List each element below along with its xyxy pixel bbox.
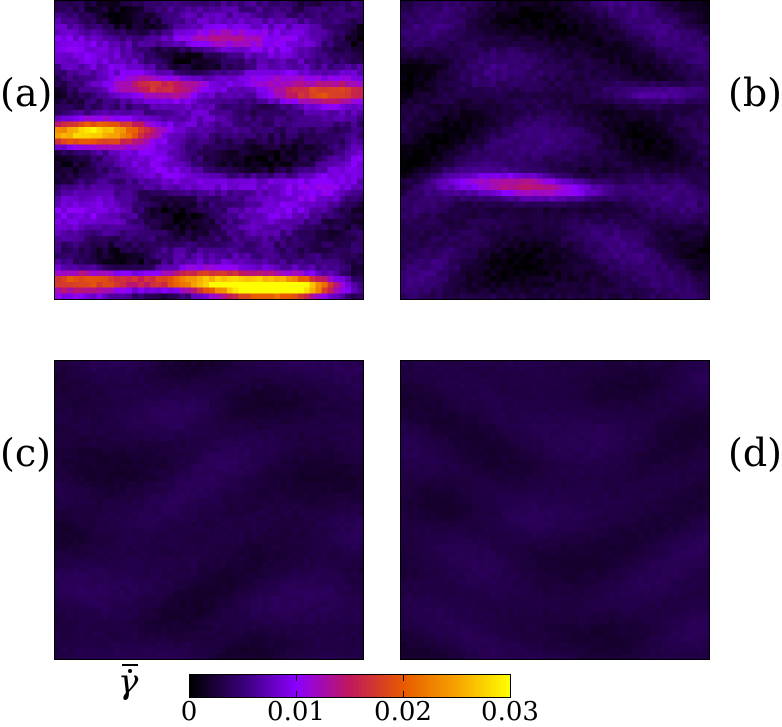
colorbar-tick-label: 0.03	[481, 697, 539, 727]
colorbar-tick	[296, 674, 297, 681]
colorbar-tick-label: 0.01	[267, 697, 325, 727]
heatmap-panel-b	[400, 0, 710, 300]
colorbar-tick	[296, 691, 297, 698]
heatmap-panel-c	[54, 360, 364, 660]
colorbar-tick-label: 0	[180, 697, 198, 727]
panel-label-a: (a)	[0, 71, 53, 115]
panel-label-d: (d)	[728, 431, 782, 475]
panel-label-c: (c)	[0, 431, 51, 475]
colorbar-tick	[403, 674, 404, 681]
heatmap-panel-a	[54, 0, 364, 300]
colorbar	[189, 674, 511, 698]
colorbar-tick	[403, 691, 404, 698]
colorbar-tick-label: 0.02	[374, 697, 432, 727]
panel-label-b: (b)	[728, 71, 782, 115]
colorbar-label: γ	[118, 662, 139, 702]
heatmap-panel-d	[400, 360, 710, 660]
